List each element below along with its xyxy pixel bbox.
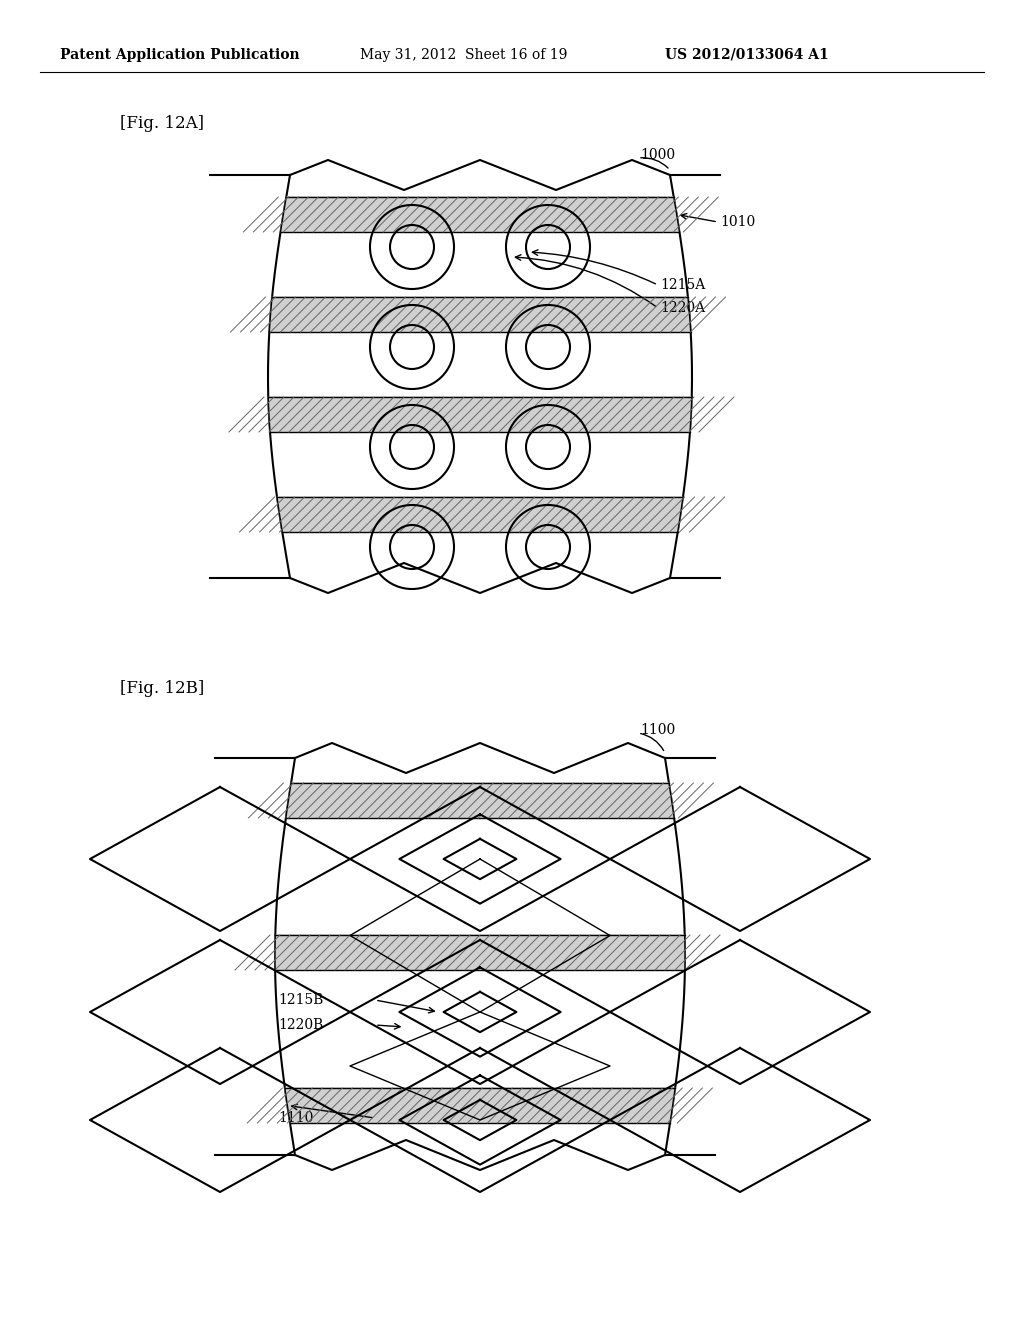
Text: 1010: 1010 [720, 215, 756, 228]
Polygon shape [278, 498, 683, 532]
Text: 1215A: 1215A [660, 279, 706, 292]
Text: US 2012/0133064 A1: US 2012/0133064 A1 [665, 48, 828, 62]
Polygon shape [268, 397, 692, 432]
Text: 1220A: 1220A [660, 301, 706, 315]
Text: [Fig. 12B]: [Fig. 12B] [120, 680, 204, 697]
Polygon shape [285, 1088, 675, 1123]
Polygon shape [269, 297, 691, 333]
Text: 1220B: 1220B [278, 1018, 324, 1032]
Text: [Fig. 12A]: [Fig. 12A] [120, 115, 204, 132]
Text: 1000: 1000 [640, 148, 675, 162]
Text: 1110: 1110 [278, 1111, 313, 1125]
Text: 1215B: 1215B [278, 993, 324, 1007]
Text: Patent Application Publication: Patent Application Publication [60, 48, 300, 62]
Text: May 31, 2012  Sheet 16 of 19: May 31, 2012 Sheet 16 of 19 [360, 48, 567, 62]
Polygon shape [275, 935, 685, 970]
Text: 1100: 1100 [640, 723, 675, 737]
Polygon shape [286, 783, 674, 818]
Polygon shape [281, 197, 680, 232]
